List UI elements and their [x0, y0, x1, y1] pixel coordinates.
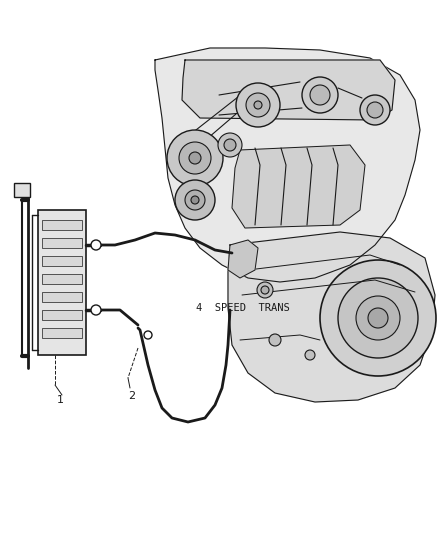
Circle shape [167, 130, 223, 186]
Circle shape [224, 139, 236, 151]
Polygon shape [232, 145, 365, 228]
Polygon shape [228, 240, 258, 278]
Circle shape [175, 180, 215, 220]
Circle shape [218, 133, 242, 157]
Polygon shape [182, 60, 395, 120]
Bar [42, 274, 82, 284]
Polygon shape [228, 232, 435, 402]
Circle shape [236, 83, 280, 127]
Bar [42, 220, 82, 230]
Text: 1: 1 [57, 395, 64, 405]
Circle shape [269, 334, 281, 346]
Circle shape [246, 93, 270, 117]
Circle shape [338, 278, 418, 358]
Bar [38, 210, 86, 355]
Circle shape [185, 190, 205, 210]
Circle shape [360, 95, 390, 125]
Circle shape [261, 286, 269, 294]
Circle shape [91, 305, 101, 315]
Circle shape [368, 308, 388, 328]
Bar [14, 183, 30, 197]
Circle shape [91, 240, 101, 250]
Bar [42, 238, 82, 248]
Circle shape [305, 350, 315, 360]
Polygon shape [155, 48, 420, 282]
Text: 4  SPEED  TRANS: 4 SPEED TRANS [196, 303, 290, 313]
Circle shape [320, 260, 436, 376]
Bar [42, 310, 82, 320]
Circle shape [189, 152, 201, 164]
Circle shape [179, 142, 211, 174]
Text: 2: 2 [128, 391, 136, 401]
Circle shape [310, 85, 330, 105]
Circle shape [302, 77, 338, 113]
Bar [42, 292, 82, 302]
Bar [42, 256, 82, 266]
Circle shape [144, 331, 152, 339]
Circle shape [367, 102, 383, 118]
Circle shape [254, 101, 262, 109]
Circle shape [257, 282, 273, 298]
Bar [42, 328, 82, 338]
Circle shape [191, 196, 199, 204]
Circle shape [356, 296, 400, 340]
